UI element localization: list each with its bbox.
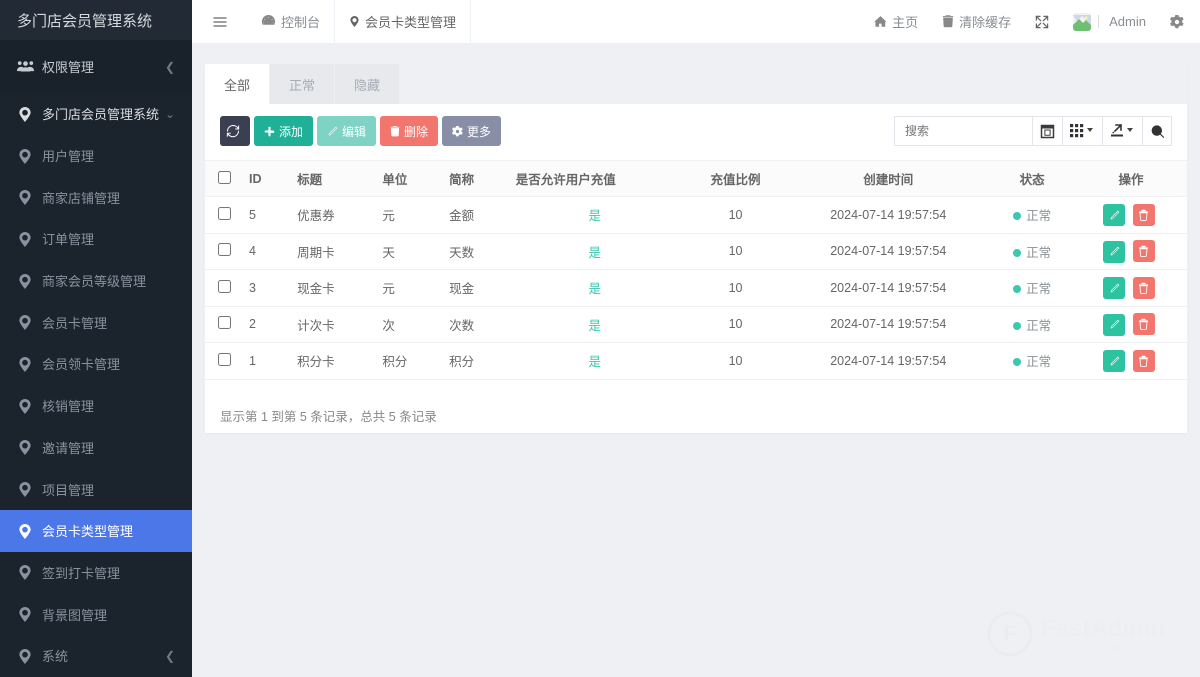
svg-text:F: F [1003, 621, 1016, 646]
